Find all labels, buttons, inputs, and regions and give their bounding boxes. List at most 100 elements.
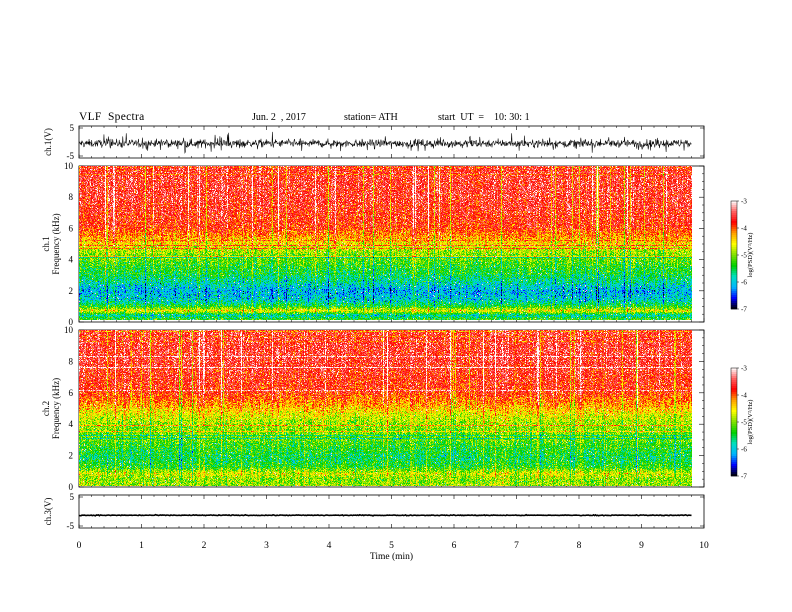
colorbar-segment [731, 263, 737, 266]
xtick-label: 7 [514, 541, 519, 551]
colorbar-segment [731, 458, 737, 461]
ch2-spectrogram-ytick-label: 10 [64, 325, 74, 335]
colorbar-segment [731, 462, 737, 465]
colorbar-segment [731, 434, 737, 437]
colorbar-segment [731, 221, 737, 224]
colorbar-segment [731, 231, 737, 234]
colorbar-segment [731, 255, 737, 258]
colorbar-tick-label: -6 [741, 279, 747, 287]
colorbar-segment [731, 247, 737, 250]
colorbar-segment [731, 209, 737, 212]
colorbar-segment [731, 470, 737, 473]
colorbar-segment [731, 259, 737, 262]
ch2-spectrogram-ytick-label: 0 [69, 482, 74, 492]
colorbar-segment [731, 289, 737, 292]
colorbar-segment [731, 418, 737, 421]
colorbar-segment [731, 402, 737, 405]
colorbar-segment [731, 265, 737, 268]
colorbar-segment [731, 414, 737, 417]
colorbar-segment [731, 235, 737, 238]
colorbar-tick-label: -7 [741, 473, 747, 481]
xtick-label: 10 [699, 541, 709, 551]
colorbar-segment [731, 203, 737, 206]
colorbar-segment [731, 406, 737, 409]
colorbar-segment [731, 217, 737, 220]
ch1-spectrogram-ytick-label: 0 [69, 317, 74, 327]
colorbar-segment [731, 241, 737, 244]
colorbar-segment [731, 225, 737, 228]
colorbar-segment [731, 400, 737, 403]
colorbar-segment [731, 412, 737, 415]
ch1-spectrogram-ytick-label: 4 [69, 255, 74, 265]
colorbar-segment [731, 273, 737, 276]
ch3-waveform-ylabel: ch.3(V) [43, 498, 53, 526]
colorbar-segment [731, 422, 737, 425]
ch1-spectrogram-ytick-label: 2 [69, 286, 74, 296]
colorbar-tick-label: -6 [741, 446, 747, 454]
colorbar-segment [731, 277, 737, 280]
xtick-label: 0 [77, 541, 82, 551]
start-time-label: start UT = 10: 30: 1 [438, 112, 530, 123]
colorbar-segment [731, 215, 737, 218]
ch1-waveform-ytick-label: 5 [70, 123, 75, 133]
colorbar-label: log(PSD)(V²/Hz) [747, 400, 754, 445]
colorbar-segment [731, 428, 737, 431]
ch3-waveform-ytick-label: 5 [70, 492, 75, 502]
colorbar-tick-label: -7 [741, 306, 747, 314]
colorbar-segment [731, 269, 737, 272]
colorbar-segment [731, 424, 737, 427]
xtick-label: 6 [452, 541, 457, 551]
colorbar-segment [731, 420, 737, 423]
ch1-waveform-panel: 5 -5 ch.1(V) [43, 123, 705, 161]
time-axis: 0 1 2 3 4 5 6 7 8 9 10 Time (min) [77, 541, 709, 562]
colorbar-segment [731, 396, 737, 399]
ch3-waveform-trace [78, 513, 692, 517]
colorbar-segment [731, 446, 737, 449]
xtick-label: 4 [327, 541, 332, 551]
colorbar-segment [731, 249, 737, 252]
colorbar-segment [731, 432, 737, 435]
ch2-spectrogram-ylabel-channel: ch.2 [41, 401, 51, 416]
ch2-colorbar: -3 -4 -5 -6 -7 log(PSD)(V²/Hz) [730, 365, 754, 481]
xtick-label: 8 [577, 541, 582, 551]
xtick-label: 2 [202, 541, 207, 551]
colorbar-segment [731, 245, 737, 248]
colorbar-segment [731, 436, 737, 439]
colorbar-segment [731, 398, 737, 401]
xtick-label: 5 [389, 541, 394, 551]
colorbar-segment [731, 287, 737, 290]
colorbar-segment [731, 229, 737, 232]
colorbar-segment [731, 408, 737, 411]
colorbar-segment [731, 444, 737, 447]
colorbar-label: log(PSD)(V²/Hz) [747, 233, 754, 278]
figure-title: VLF Spectra [79, 111, 145, 123]
colorbar-tick-label: -5 [741, 252, 747, 260]
date-label: Jun. 2 , 2017 [252, 112, 306, 123]
colorbar-segment [731, 227, 737, 230]
colorbar-segment [731, 380, 737, 383]
colorbar-segment [731, 468, 737, 471]
colorbar-segment [731, 426, 737, 429]
colorbar-segment [731, 267, 737, 270]
colorbar-segment [731, 251, 737, 254]
colorbar-tick-label: -4 [741, 392, 747, 400]
colorbar-segment [731, 205, 737, 208]
xtick-label: 1 [139, 541, 144, 551]
ch2-spectrogram-ytick-label: 8 [69, 356, 74, 366]
colorbar-segment [731, 201, 737, 204]
ch1-waveform-ylabel: ch.1(V) [43, 128, 53, 156]
colorbar-segment [731, 207, 737, 210]
colorbar-segment [731, 370, 737, 373]
colorbar-segment [731, 307, 737, 310]
colorbar-segment [731, 378, 737, 381]
ch1-spectrogram-image [79, 166, 692, 320]
colorbar-segment [731, 281, 737, 284]
colorbar-segment [731, 440, 737, 443]
colorbar-segment [731, 257, 737, 260]
ch1-spectrogram-ytick-label: 10 [64, 161, 74, 171]
colorbar-segment [731, 452, 737, 455]
colorbar-segment [731, 456, 737, 459]
colorbar-segment [731, 388, 737, 391]
colorbar-segment [731, 474, 737, 477]
colorbar-segment [731, 472, 737, 475]
